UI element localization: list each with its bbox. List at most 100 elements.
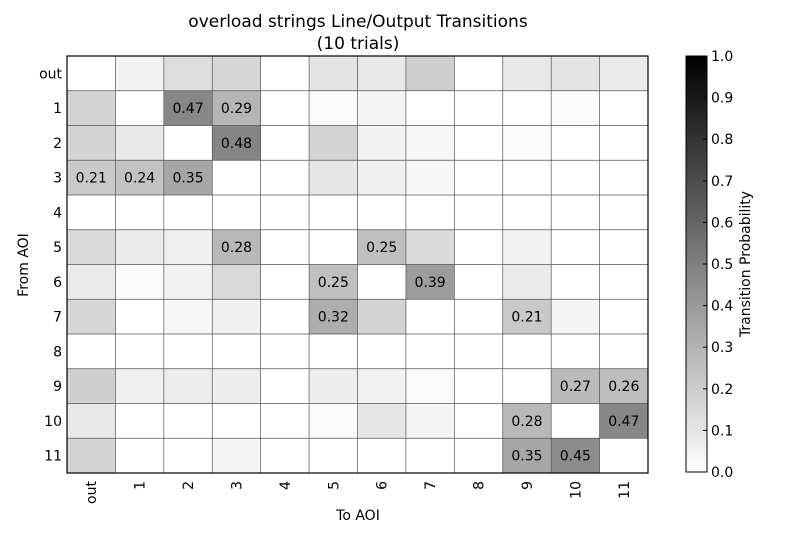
heatmap-cell [260,195,310,230]
heatmap-cell [405,264,455,300]
heatmap-cell [163,264,213,300]
x-tick-label: 10 [568,481,584,499]
heatmap-cell [357,368,406,404]
heatmap-cell [454,368,503,404]
heatmap-cell [551,195,600,230]
heatmap-cell [309,229,358,265]
x-tick-label: 1 [133,481,149,490]
heatmap-cell [599,229,648,265]
heatmap-cell-value: 0.35 [172,171,203,187]
heatmap-cell [502,403,552,439]
y-tick-label: 5 [53,240,62,256]
heatmap-cell [405,334,455,369]
heatmap-cell [67,403,116,439]
heatmap-cell [67,125,116,161]
x-tick-label: 9 [520,481,536,490]
x-tick-label: out [84,480,100,503]
x-tick-label: 11 [617,481,633,499]
heatmap-cell [357,264,406,300]
heatmap-cell [260,160,310,195]
heatmap-cell-value: 0.25 [366,240,397,256]
heatmap-cell-value: 0.39 [415,275,446,291]
heatmap-cell [163,299,213,334]
heatmap-cell [212,299,261,334]
plot-frame [66,55,649,474]
heatmap-cell [454,438,503,473]
heatmap-cell [67,56,116,91]
heatmap-cell [67,264,116,300]
heatmap-cell-value: 0.35 [511,449,542,465]
x-tick-label: 8 [472,481,488,490]
heatmap-cell [260,125,310,161]
heatmap-cell [260,438,310,473]
heatmap-cell-value: 0.27 [560,379,591,395]
heatmap-cell [599,438,648,473]
y-tick-label: 8 [53,344,62,360]
heatmap-cell [357,56,406,91]
colorbar-tick-label: 0.7 [711,174,733,190]
heatmap-cell [212,160,261,195]
heatmap-cell [502,160,552,195]
heatmap-cell [454,229,503,265]
heatmap-cell [309,125,358,161]
heatmap-cell [357,229,406,265]
heatmap-cell [405,90,455,126]
heatmap-cell [502,90,552,126]
heatmap-cell [163,438,213,473]
heatmap-cell [212,334,261,369]
heatmap-cell [163,90,213,126]
heatmap-cell [551,264,600,300]
x-tick-label: 2 [181,481,197,490]
heatmap-cell-value: 0.28 [511,414,542,430]
y-tick-label: 2 [53,136,62,152]
heatmap-cell [599,368,648,404]
heatmap-cell-value: 0.47 [608,414,639,430]
heatmap-cell [599,299,648,334]
heatmap-cell [502,264,552,300]
colorbar-tick-label: 0.3 [711,340,733,356]
heatmap-cell [309,264,358,300]
heatmap-cell [115,403,164,439]
heatmap-cell [309,368,358,404]
heatmap-cell [67,90,116,126]
heatmap-cell-value: 0.21 [76,171,107,187]
heatmap-cell-labels: 0.47 0.29 0.48 0.21 0.24 0.35 0.28 0.25 0.25 0.39… [76,101,640,465]
heatmap-cell [599,56,648,91]
heatmap-cell [502,438,552,473]
heatmap-cell [599,90,648,126]
heatmap-cell [454,195,503,230]
colorbar-tick-label: 0.4 [711,299,733,315]
heatmap-cell [115,125,164,161]
heatmap-cell [309,195,358,230]
heatmap-cell [260,56,310,91]
heatmap-cell [405,403,455,439]
x-tick-label: 5 [326,481,342,490]
heatmap-cell [357,195,406,230]
heatmap-grid [66,55,649,474]
heatmap-cell [163,229,213,265]
heatmap-cell [115,264,164,300]
heatmap-cell [357,334,406,369]
heatmap-cell [260,264,310,300]
y-tick-label: 10 [44,414,62,430]
heatmap-cell [454,334,503,369]
x-tick-label: 3 [229,481,245,490]
heatmap-cell [163,334,213,369]
y-tick-label: 9 [53,379,62,395]
heatmap-cell [115,334,164,369]
heatmap-cell [502,125,552,161]
heatmap-cell [163,403,213,439]
heatmap-cell [357,438,406,473]
heatmap-cell [551,403,600,439]
heatmap-cell [454,299,503,334]
heatmap-cell [502,195,552,230]
heatmap-cell [309,56,358,91]
y-tick-label: 1 [53,101,62,117]
heatmap-cell [551,90,600,126]
colorbar-tick-label: 0.8 [711,132,733,148]
heatmap-cell [502,334,552,369]
heatmap-cell-value: 0.21 [511,310,542,326]
heatmap-cell [551,438,600,473]
heatmap-cell [212,403,261,439]
